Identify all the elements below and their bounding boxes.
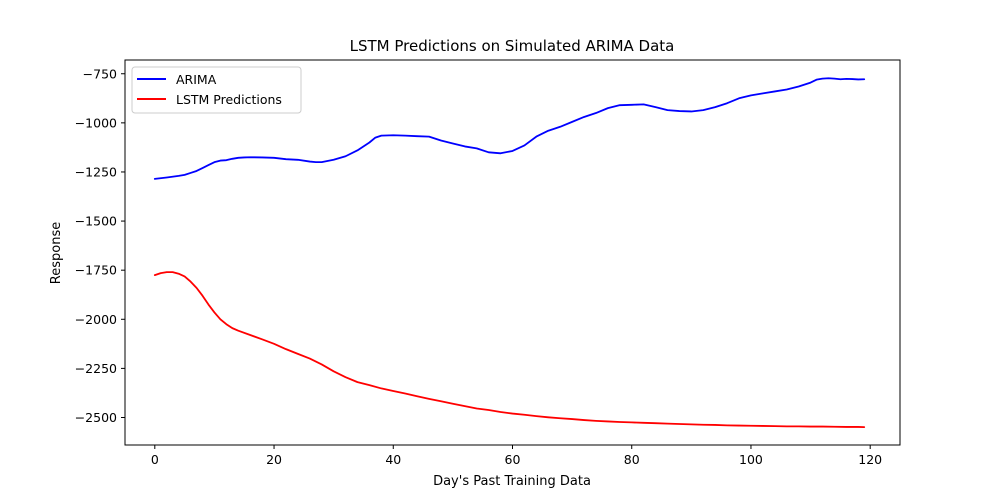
- y-tick-label: −750: [83, 66, 117, 81]
- series-line-lstm-predictions: [153, 271, 866, 429]
- x-tick-label: 0: [151, 452, 159, 467]
- y-tick-label: −1250: [75, 164, 117, 179]
- plot-frame: [124, 59, 901, 446]
- x-tick-label: 60: [505, 452, 521, 467]
- y-axis-label: Response: [49, 222, 64, 284]
- legend-label-lstm-predictions: LSTM Predictions: [176, 92, 282, 107]
- x-tick-label: 40: [385, 452, 401, 467]
- x-axis-ticks: 0 20 40 60 80 100 120: [151, 445, 882, 467]
- legend-label-arima: ARIMA: [176, 72, 217, 87]
- x-tick-label: 20: [266, 452, 282, 467]
- y-axis-ticks: −750 −1000 −1250 −1500 −1750 −2000 −2250 −2500: [75, 66, 125, 425]
- y-tick-label: −1750: [75, 263, 117, 278]
- y-tick-label: −1000: [75, 115, 117, 130]
- x-tick-label: 120: [858, 452, 882, 467]
- y-tick-label: −2000: [75, 312, 117, 327]
- series-line-arima: [153, 77, 866, 180]
- y-tick-label: −2250: [75, 361, 117, 376]
- series-layer: [153, 77, 866, 429]
- legend: ARIMA LSTM Predictions: [131, 66, 302, 114]
- legend-frame: [131, 66, 302, 114]
- y-tick-label: −1500: [75, 214, 117, 229]
- x-tick-label: 80: [624, 452, 640, 467]
- x-tick-label: 100: [739, 452, 763, 467]
- x-axis-label: Day's Past Training Data: [433, 474, 591, 489]
- chart-title: LSTM Predictions on Simulated ARIMA Data: [350, 37, 675, 55]
- y-tick-label: −2500: [75, 410, 117, 425]
